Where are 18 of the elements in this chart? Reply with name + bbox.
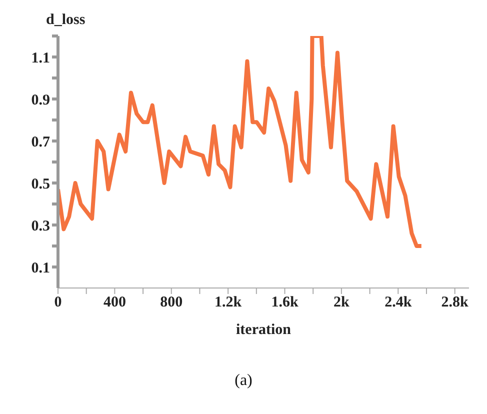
x-tick-label: 0 xyxy=(54,294,62,311)
y-tick-label: 0.5 xyxy=(31,176,50,192)
text: (a) xyxy=(234,372,254,390)
x-tick-label: 2k xyxy=(334,294,350,311)
line-series xyxy=(58,36,424,248)
y-tick-label: 0.3 xyxy=(31,218,50,234)
x-tick-label: 1.2k xyxy=(214,294,242,311)
y-tick-label: 0.7 xyxy=(31,134,50,150)
y-axis-title: d_loss xyxy=(46,12,86,29)
x-tick-label: 2.4k xyxy=(384,294,412,311)
y-tick-label: 1.1 xyxy=(31,50,50,66)
x-tick-label: 1.6k xyxy=(271,294,299,311)
x-axis-title: iteration xyxy=(236,322,292,338)
x-tick-label: 800 xyxy=(160,294,183,311)
x-tick-label: 400 xyxy=(103,294,126,311)
x-tick-label: 2.8k xyxy=(441,294,470,311)
y-tick-label: 0.9 xyxy=(31,92,50,108)
y-tick-label: 0.1 xyxy=(31,260,50,276)
